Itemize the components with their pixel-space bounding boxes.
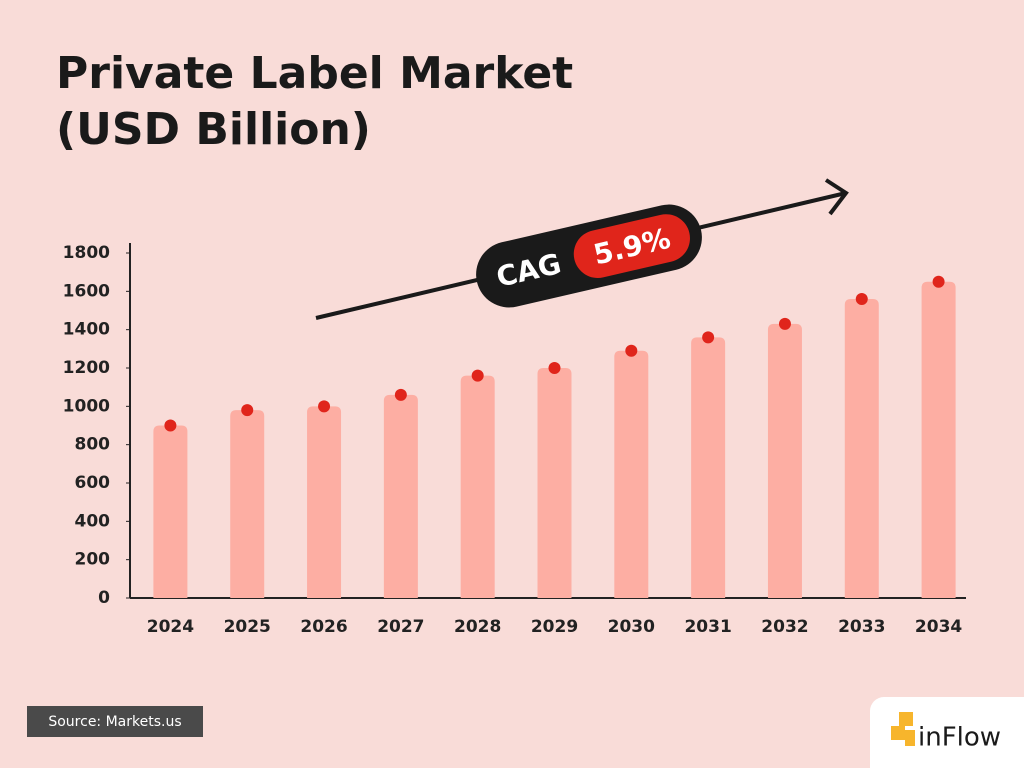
y-tick-label: 1800 xyxy=(63,243,110,263)
bar xyxy=(767,323,802,598)
data-dot xyxy=(241,404,254,417)
x-tick-label: 2026 xyxy=(300,617,347,637)
y-tick-label: 600 xyxy=(75,473,111,493)
bar xyxy=(307,406,342,598)
y-tick-label: 0 xyxy=(98,588,110,608)
x-tick-label: 2027 xyxy=(377,617,424,637)
source: Source: Markets.us xyxy=(48,714,181,730)
x-tick-label: 2030 xyxy=(608,617,655,637)
arrow-head xyxy=(824,178,849,216)
bar xyxy=(691,337,726,598)
data-dot xyxy=(702,331,715,344)
trend-arrow: CAG 5.9% xyxy=(315,178,849,320)
chart-title: (USD Billion) xyxy=(56,104,371,155)
x-tick-label: 2025 xyxy=(224,617,271,637)
x-tick-label: 2029 xyxy=(531,617,578,637)
data-dot xyxy=(932,275,945,288)
cagr-badge: CAG 5.9% xyxy=(476,204,702,308)
logo-icon xyxy=(891,712,915,746)
logo-text: inFlow xyxy=(918,723,1001,753)
x-tick-label: 2024 xyxy=(147,617,194,637)
badge-pill xyxy=(573,214,690,278)
bar xyxy=(921,281,956,598)
source-box xyxy=(27,706,203,737)
data-dot xyxy=(318,400,331,413)
y-tick-label: 800 xyxy=(75,435,111,455)
data-dot xyxy=(164,419,177,432)
bar xyxy=(614,350,649,598)
y-tick-label: 1400 xyxy=(63,320,110,340)
x-tick-label: 2031 xyxy=(684,617,731,637)
y-tick-label: 200 xyxy=(75,550,111,570)
data-dot xyxy=(855,293,868,305)
y-tick-label: 400 xyxy=(75,511,111,531)
bar xyxy=(153,425,188,598)
data-dot xyxy=(625,344,638,357)
data-dot xyxy=(778,317,791,330)
data-dot xyxy=(471,369,484,382)
bar xyxy=(844,299,879,598)
x-tick-label: 2033 xyxy=(838,617,885,637)
x-tick-label: 2034 xyxy=(915,617,962,637)
y-tick-label: 1200 xyxy=(63,358,110,378)
bar xyxy=(537,368,572,598)
y-tick-label: 1000 xyxy=(63,396,110,416)
x-tick-label: 2032 xyxy=(761,617,808,637)
x-tick-label: 2028 xyxy=(454,617,501,637)
y-tick-label: 1600 xyxy=(63,281,110,301)
bar xyxy=(460,375,495,598)
data-dot xyxy=(394,388,407,401)
chart-title: Private Label Market xyxy=(56,48,573,99)
bar xyxy=(230,410,265,598)
bar xyxy=(383,394,418,598)
data-dot xyxy=(548,362,561,374)
